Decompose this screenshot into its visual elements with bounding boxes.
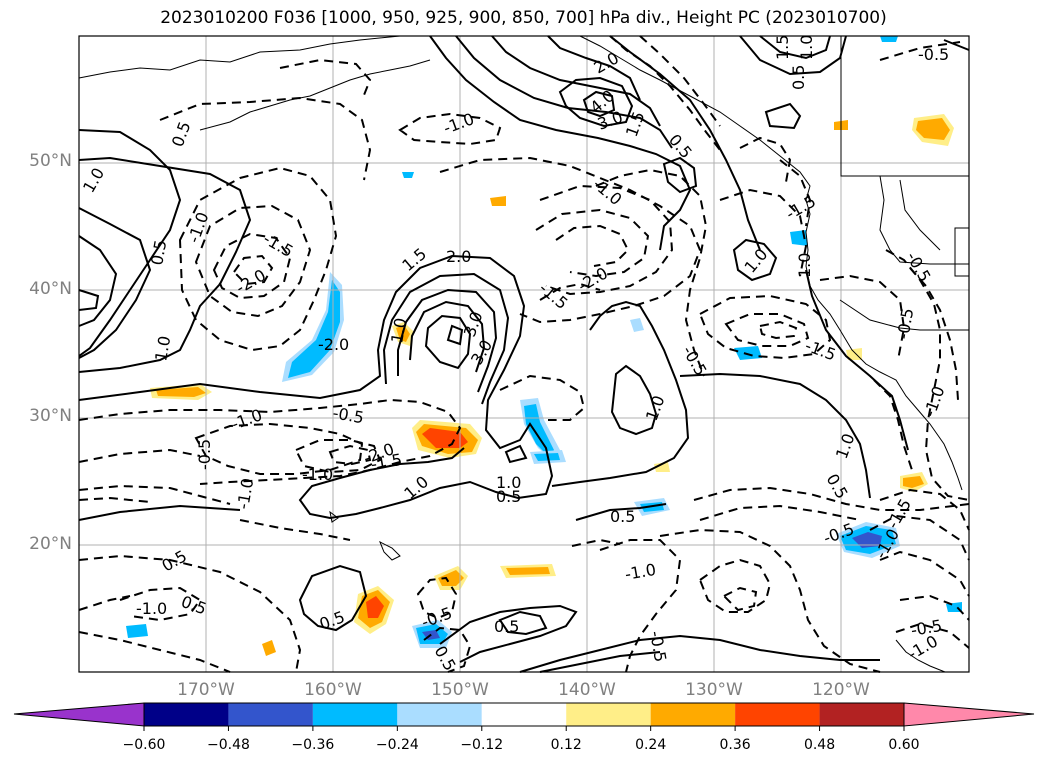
lon-label-150w: 150°W xyxy=(431,680,489,700)
colorbar-arrow-high xyxy=(903,702,1035,727)
contour-label: 2.0 xyxy=(446,247,471,266)
lon-label-120w: 120°W xyxy=(812,680,870,700)
colorbar-tick-label: 0.24 xyxy=(635,737,667,753)
contour-label: 0.5 xyxy=(147,238,170,266)
colorbar-tick-label: 0.36 xyxy=(719,737,751,753)
contour-label: -0.5 xyxy=(195,439,214,470)
contour-label: 1.0 xyxy=(151,334,174,362)
negative-patch xyxy=(520,398,560,460)
map-border xyxy=(78,35,970,673)
lat-label-40n: 40°N xyxy=(29,279,72,299)
lat-label-30n: 30°N xyxy=(29,406,72,426)
contour-label: -2.0 xyxy=(318,335,349,354)
contour-label: 1.0 xyxy=(795,253,814,278)
colorbar-segment xyxy=(650,703,736,726)
contour-label: 0.5 xyxy=(610,507,635,526)
contour-label: 1.0 xyxy=(797,35,816,60)
colorbar-tick-label: −0.24 xyxy=(375,737,419,753)
map-title: 2023010200 F036 [1000, 950, 925, 900, 85… xyxy=(160,8,887,28)
colorbar xyxy=(13,702,1035,731)
lat-label-20n: 20°N xyxy=(29,534,72,554)
colorbar-segment xyxy=(228,703,313,726)
colorbar-arrow-low xyxy=(13,702,145,727)
solid-contours xyxy=(78,35,970,673)
contour-label: 1.0 xyxy=(496,473,521,492)
colorbar-tick-label: 0.48 xyxy=(803,737,836,753)
contour-label: -1.0 xyxy=(136,599,167,618)
colorbar-tick-label: −0.60 xyxy=(122,737,166,753)
dashed-contours xyxy=(78,35,970,673)
colorbar-tick-label: −0.12 xyxy=(460,737,504,753)
colorbar-tick-label: 0.12 xyxy=(550,737,582,753)
contour-label: -0.5 xyxy=(918,45,949,64)
lat-label-50n: 50°N xyxy=(29,151,72,171)
colorbar-segment xyxy=(312,703,398,726)
colorbar-segment xyxy=(566,703,651,726)
contour-label: 1.0 xyxy=(387,316,410,344)
lon-label-170w: 170°W xyxy=(177,680,235,700)
colorbar-segment xyxy=(481,703,567,726)
coastlines xyxy=(78,35,970,673)
lon-label-130w: 130°W xyxy=(685,680,743,700)
contour-label: 0.5 xyxy=(494,617,519,636)
colorbar-segment xyxy=(735,703,820,726)
colorbar-segment xyxy=(144,703,229,726)
colorbar-segment xyxy=(819,703,904,726)
contour-label: -1.0 xyxy=(302,465,333,484)
contour-label: 0.5 xyxy=(789,65,808,90)
contour-label: 1.5 xyxy=(773,35,792,60)
colorbar-tick-label: −0.36 xyxy=(291,737,335,753)
lon-label-160w: 160°W xyxy=(304,680,362,700)
colorbar-tick-label: 0.60 xyxy=(888,737,920,753)
colorbar-segment xyxy=(397,703,482,726)
lon-label-140w: 140°W xyxy=(558,680,616,700)
colorbar-tick-label: −0.48 xyxy=(206,737,250,753)
contour-label: 0.5 xyxy=(496,487,521,506)
